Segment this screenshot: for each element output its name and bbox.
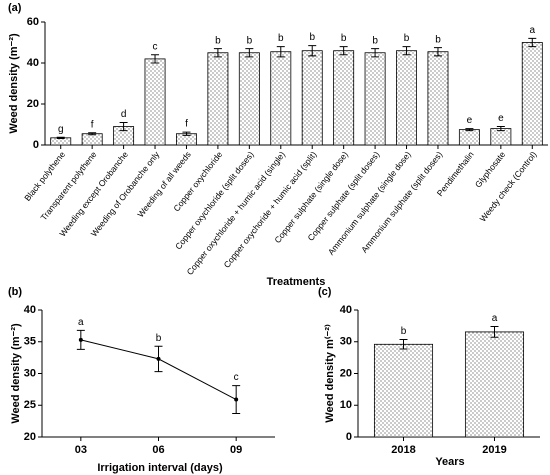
y-tick-label: 40 [340,304,352,316]
y-tick-label: 20 [340,367,352,379]
bar [427,51,449,146]
y-tick-label: 20 [24,431,36,443]
bar [373,343,434,438]
significance-letter: b [309,32,315,43]
error-bar [433,47,442,57]
error-bar [371,48,380,58]
bar [238,52,260,146]
y-tick-label: 0 [346,431,352,443]
x-tick-label: 06 [152,444,164,456]
significance-letter: c [234,372,239,383]
x-tick-label: Transparent polythene [38,149,98,222]
y-tick-label: 30 [340,336,352,348]
y-tick-label: 40 [24,304,36,316]
y-tick-label: 60 [27,16,39,28]
y-axis-label: Weed density (m⁻²) [10,323,22,424]
significance-letter: e [467,115,473,126]
error-bar [56,136,65,139]
error-bar [245,48,254,58]
x-tick-label: Weeding of all weeds [135,149,193,219]
y-tick-label: 30 [24,367,36,379]
y-tick-label: 20 [27,98,39,110]
significance-letter: e [498,113,504,124]
significance-letter: b [247,35,253,46]
bar [458,129,480,146]
significance-letter: f [91,119,94,130]
significance-letter: b [278,33,284,44]
error-bar [276,46,285,58]
x-tick-label: 09 [230,444,242,456]
significance-letter: a [492,313,498,324]
error-bar [88,132,97,136]
bar [144,58,166,146]
error-bar [496,126,505,132]
panel-title: (c) [318,286,332,298]
error-bar [308,45,317,57]
error-bar [76,329,85,350]
significance-letter: b [404,33,410,44]
error-bar [151,54,160,64]
error-bar [119,121,128,132]
x-tick-label: Glyphosate [473,149,508,189]
bar [270,51,292,146]
significance-letter: a [530,25,536,36]
significance-letter: g [58,124,64,135]
bar [207,52,229,146]
bar [464,331,525,438]
x-tick-label: Weedy check (Control) [478,149,539,223]
error-bar [402,46,411,56]
error-bar [528,37,537,48]
line [80,339,237,400]
x-axis-label: Treatments [267,276,326,288]
x-axis-label: Years [435,456,464,468]
bar [333,50,355,146]
bar [301,50,323,146]
significance-letter: b [215,35,221,46]
significance-letter: b [401,326,407,337]
y-tick-label: 40 [27,57,39,69]
significance-letter: b [156,333,162,344]
x-tick-label: 03 [75,444,87,456]
x-axis-label: Irrigation interval (days) [97,462,223,474]
panel-title: (b) [8,286,22,298]
bar [364,52,386,146]
y-axis-label: Weed density m⁽⁻²⁾ [324,324,336,423]
y-tick-label: 10 [340,399,352,411]
y-tick-label: 0 [33,139,39,151]
y-axis-label: Weed density (m⁻²) [8,33,20,134]
y-tick-label: 35 [24,336,36,348]
significance-letter: c [153,41,158,52]
error-bar [213,48,222,58]
x-tick-label: 2019 [482,444,506,456]
error-bar [182,131,191,136]
significance-letter: b [372,35,378,46]
error-bar [339,46,348,56]
significance-letter: b [341,33,347,44]
significance-letter: f [185,119,188,130]
x-tick-label: 2018 [391,444,415,456]
error-bar [232,385,241,415]
error-bar [399,339,408,350]
panel-title: (a) [8,2,22,14]
bar [81,133,103,146]
error-bar [490,326,499,338]
error-bar [465,128,474,132]
y-tick-label: 25 [24,399,36,411]
significance-letter: d [121,109,127,120]
significance-letter: b [435,34,441,45]
bar [396,50,417,146]
significance-letter: a [78,317,84,328]
bar [521,42,543,146]
